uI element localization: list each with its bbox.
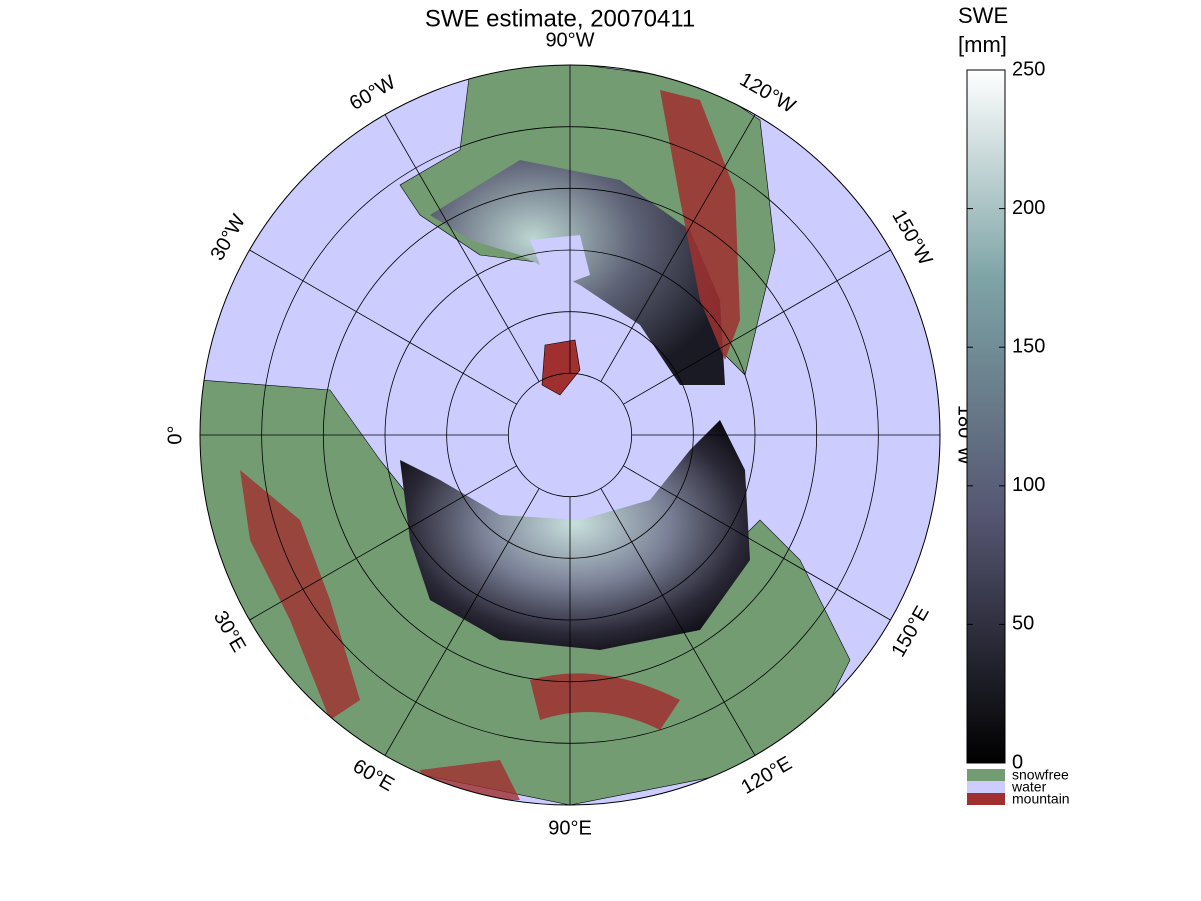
longitude-label: 60°E: [349, 755, 398, 796]
colorbar-title: SWE: [958, 3, 1008, 28]
longitude-label: 90°E: [548, 817, 592, 839]
legend-swatch: [967, 769, 1005, 781]
meridian: [623, 249, 891, 405]
meridian: [249, 249, 517, 405]
longitude-label: 60°W: [346, 71, 400, 115]
meridian: [623, 465, 891, 621]
asian-mountains: [530, 673, 680, 730]
legend-label: snowfree: [1012, 767, 1069, 783]
longitude-label: 30°E: [209, 607, 250, 656]
graticule: [200, 65, 940, 805]
meridian: [600, 488, 756, 756]
longitude-label: 0°: [164, 425, 186, 444]
snow-eurasia: [400, 420, 750, 650]
longitude-label: 90°W: [545, 29, 594, 51]
meridian: [384, 114, 540, 382]
legend-swatch: [967, 793, 1005, 805]
meridian: [249, 465, 517, 621]
meridian: [384, 488, 540, 756]
colorbar-tick-label: 100: [1012, 474, 1045, 496]
map-border: [199, 64, 941, 806]
colorbar-title: [mm]: [958, 32, 1007, 57]
colorbar-tick-label: 200: [1012, 197, 1045, 219]
colorbar-tick-label: 150: [1012, 335, 1045, 357]
european-mountains: [240, 470, 360, 720]
hudson-bay: [530, 235, 590, 290]
colorbar-tick-label: 50: [1012, 613, 1034, 635]
colorbar-gradient: [966, 69, 1006, 764]
longitude-label: 30°W: [206, 211, 250, 265]
meridian: [600, 114, 756, 382]
map: [200, 65, 940, 805]
map-title: SWE estimate, 20070411: [425, 5, 695, 32]
colorbar-tick-label: 250: [1012, 58, 1045, 80]
legend-swatch: [967, 781, 1005, 793]
legend-label: water: [1011, 779, 1047, 795]
legend-label: mountain: [1012, 791, 1070, 807]
colorbar-tick-label: 0: [1012, 751, 1023, 773]
colorbar: SWE [mm] 0 50 100 150 200 250 snowfreewatermount…: [958, 3, 1070, 807]
